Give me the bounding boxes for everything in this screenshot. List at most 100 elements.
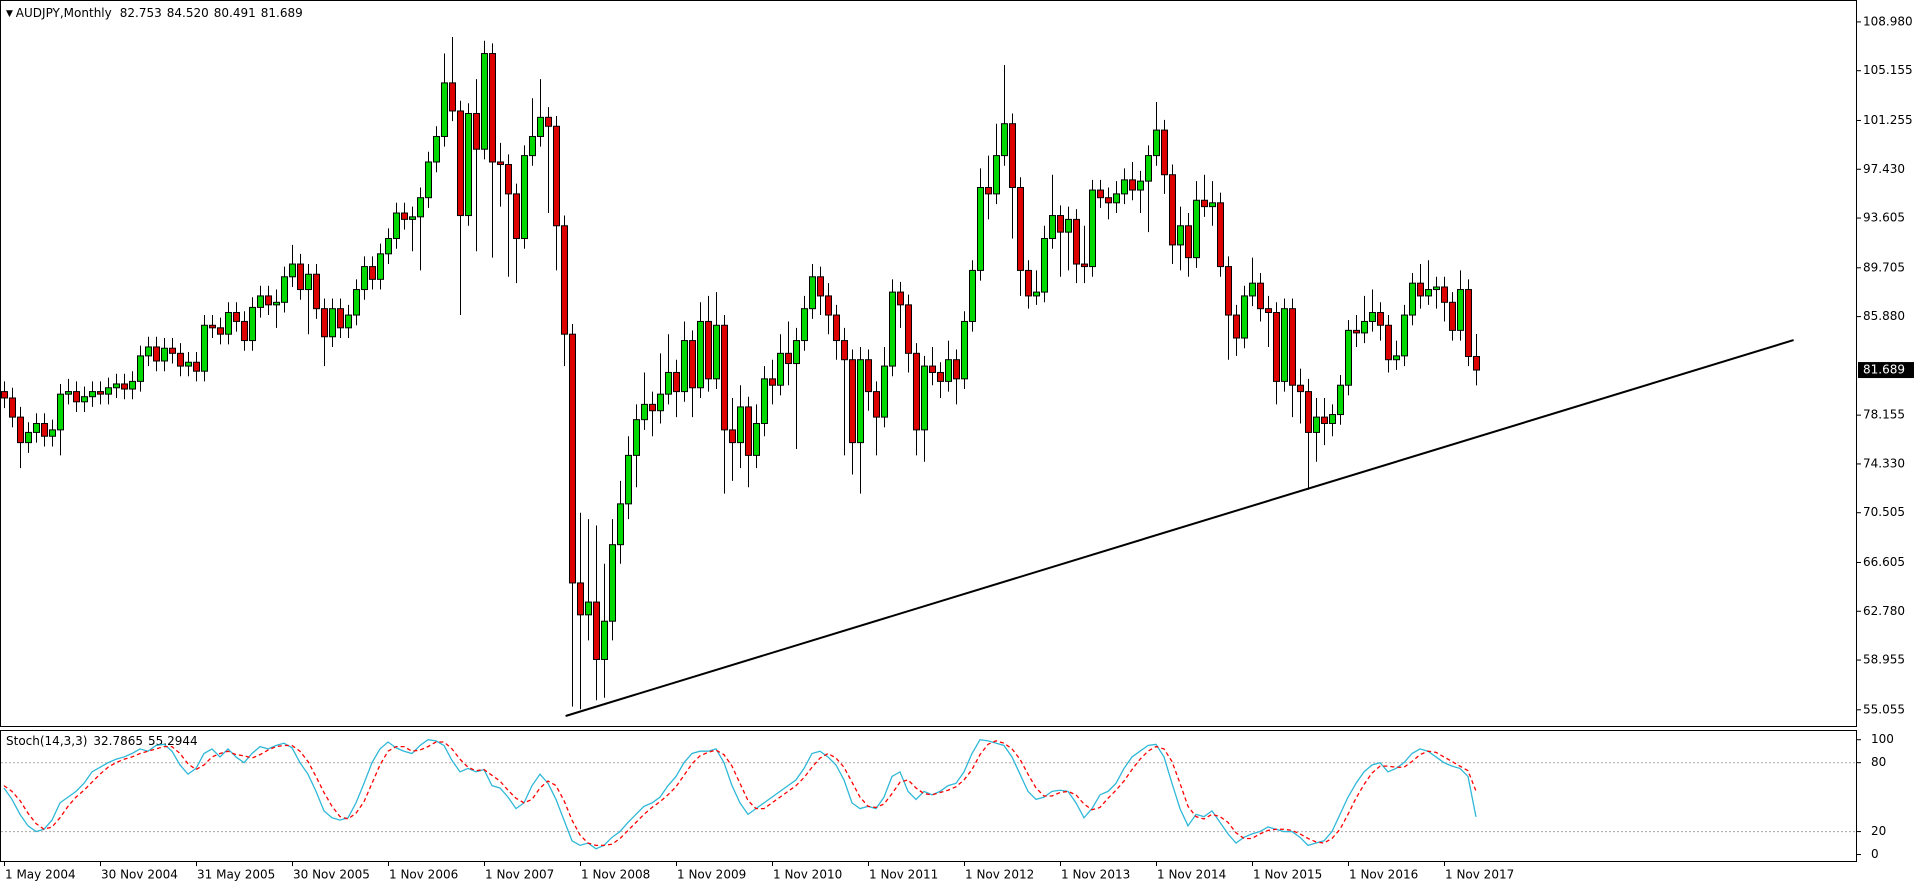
x-tick-label: 1 Nov 2009 (677, 868, 746, 882)
candle-body (17, 416, 24, 444)
y-tick-label: 101.255 (1863, 113, 1913, 127)
candle-body (1193, 199, 1200, 259)
candles (1, 36, 1480, 710)
candle-body (1361, 320, 1368, 334)
candle-body (1385, 324, 1392, 361)
candle-body (489, 53, 496, 163)
candle-body (529, 135, 536, 157)
candle-body (193, 361, 200, 372)
candle-body (81, 396, 88, 403)
y-tick-label: 0 (1871, 847, 1879, 861)
candle-body (313, 273, 320, 310)
candle-body (1449, 301, 1456, 331)
candle-body (889, 291, 896, 367)
y-tick-label: 85.880 (1863, 309, 1905, 323)
candle-body (273, 301, 280, 306)
candle-body (545, 116, 552, 127)
x-tick-label: 1 Nov 2006 (389, 868, 458, 882)
candle-body (1313, 416, 1320, 433)
y-tick-label: 70.505 (1863, 505, 1905, 519)
candle-body (513, 193, 520, 240)
candle-body (41, 422, 48, 437)
candle-body (465, 113, 472, 217)
candle-body (737, 406, 744, 444)
candle-body (937, 371, 944, 382)
y-tick-label: 93.605 (1863, 211, 1905, 225)
candle-body (833, 314, 840, 342)
candle-body (105, 387, 112, 395)
candle-body (921, 365, 928, 431)
candle-body (33, 422, 40, 433)
y-tick-label: 20 (1871, 824, 1886, 838)
x-tick-label: 1 Nov 2012 (965, 868, 1034, 882)
candle-body (1393, 355, 1400, 361)
candle-body (713, 324, 720, 380)
indicator-line (3, 740, 1477, 847)
candle-body (49, 429, 56, 437)
candle-body (209, 324, 216, 329)
candle-body (145, 346, 152, 357)
candle-body (241, 320, 248, 342)
candle-body (721, 324, 728, 431)
candle-body (433, 135, 440, 163)
y-tick-label: 62.780 (1863, 604, 1905, 618)
candle-body (1425, 289, 1432, 297)
x-tick-label: 30 Nov 2004 (101, 868, 178, 882)
candle-body (185, 361, 192, 367)
candle-body (9, 397, 16, 418)
candle-body (793, 340, 800, 365)
candle-body (385, 238, 392, 255)
candle-body (369, 266, 376, 280)
candle-body (1065, 218, 1072, 233)
candle-body (137, 355, 144, 382)
candle-body (1353, 329, 1360, 334)
indicator-pane (0, 730, 1857, 862)
candle-body (201, 324, 208, 372)
candle-body (849, 359, 856, 444)
candle-body (1473, 355, 1480, 371)
candle-body (569, 333, 576, 584)
candle-body (1025, 269, 1032, 297)
candle-body (1457, 289, 1464, 331)
x-tick-label: 31 May 2005 (197, 868, 275, 882)
x-tick-label: 1 Nov 2017 (1445, 868, 1514, 882)
candle-body (881, 365, 888, 418)
candle-body (1401, 314, 1408, 357)
candle-body (329, 308, 336, 338)
candle-body (897, 291, 904, 306)
candle-body (345, 314, 352, 329)
y-tick-label: 66.605 (1863, 555, 1905, 569)
candle-body (1377, 312, 1384, 326)
candle-body (1417, 282, 1424, 297)
candle-body (161, 347, 168, 362)
indicator-line (3, 739, 1477, 850)
x-tick-label: 30 Nov 2005 (293, 868, 370, 882)
candle-body (1089, 189, 1096, 268)
candle-body (873, 391, 880, 418)
candle-body (473, 113, 480, 150)
candle-body (1257, 282, 1264, 310)
candle-body (97, 391, 104, 395)
candle-body (1433, 286, 1440, 291)
candle-body (601, 620, 608, 660)
x-tick-label: 1 Nov 2008 (581, 868, 650, 882)
candle-body (121, 383, 128, 390)
candle-body (177, 352, 184, 367)
header-high: 84.520 (167, 6, 209, 20)
dropdown-arrow[interactable]: ▼ (6, 9, 16, 19)
candle-body (1337, 384, 1344, 416)
y-tick-label: 58.955 (1863, 653, 1905, 667)
candle-body (57, 393, 64, 431)
candle-body (1073, 218, 1080, 265)
candle-body (977, 186, 984, 271)
candle-body (1441, 286, 1448, 303)
candle-body (409, 216, 416, 220)
candle-body (1001, 123, 1008, 157)
candle-body (1049, 215, 1056, 240)
trendline (565, 339, 1794, 717)
candle-body (1321, 416, 1328, 424)
candle-body (641, 403, 648, 421)
candle-body (1041, 238, 1048, 293)
